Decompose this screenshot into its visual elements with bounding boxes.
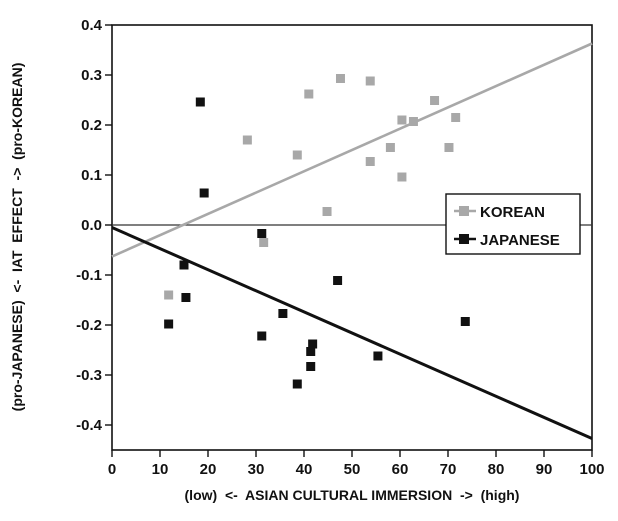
legend-korean-label: KOREAN (480, 204, 545, 221)
korean-data-point (444, 143, 454, 152)
korean-data-point (397, 115, 407, 125)
x-tick-label: 100 (579, 461, 604, 478)
trend-lines (111, 42, 593, 440)
x-tick-label: 40 (296, 461, 313, 478)
japanese-data-point (257, 331, 267, 341)
korean-data-point (408, 117, 418, 126)
x-tick-label: 0 (108, 461, 116, 478)
korean-data-point (365, 76, 375, 86)
x-tick-label: 50 (344, 461, 361, 478)
y-tick-label: -0.3 (76, 367, 102, 384)
x-tick-label: 70 (440, 461, 457, 478)
korean-data-point (242, 135, 252, 145)
x-tick-label: 20 (200, 461, 217, 478)
korean-data-point (164, 290, 174, 300)
korean-data-point (365, 157, 375, 166)
japanese-data-point (306, 347, 316, 356)
legend: KOREAN JAPANESE (445, 193, 581, 255)
y-tick-label: -0.2 (76, 317, 102, 334)
y-tick-label: 0.1 (81, 167, 102, 184)
y-tick-label: 0.4 (81, 17, 103, 34)
japanese-data-point (306, 362, 316, 371)
legend-japanese-marker (459, 234, 469, 244)
y-tick-label: -0.1 (76, 267, 102, 284)
japanese-data-point (292, 379, 302, 389)
korean-data-point (451, 113, 461, 122)
korean-data-point (397, 172, 407, 182)
korean-data-point (259, 238, 269, 247)
japanese-data-point (199, 188, 209, 198)
korean-data-point (385, 143, 395, 152)
y-tick-label: 0.2 (81, 117, 102, 134)
japanese-data-point (164, 319, 174, 329)
x-tick-label: 90 (536, 461, 553, 478)
japanese-data-point (460, 317, 470, 326)
x-axis-ticks: 0 10 20 30 40 50 60 70 80 90 100 (108, 450, 605, 478)
y-tick-label: -0.4 (76, 417, 103, 434)
korean-data-point (335, 74, 345, 83)
x-tick-label: 30 (248, 461, 265, 478)
y-tick-label: 0.3 (81, 67, 102, 84)
legend-japanese-label: JAPANESE (480, 232, 560, 249)
x-tick-label: 60 (392, 461, 409, 478)
legend-korean-marker (459, 206, 469, 216)
korean-data-point (430, 96, 440, 105)
japanese-trend-line (111, 226, 593, 440)
japanese-data-point (195, 97, 205, 107)
japanese-data-point (257, 229, 267, 238)
korean-data-point (304, 89, 314, 99)
korean-data-point (322, 207, 332, 216)
x-tick-label: 80 (488, 461, 505, 478)
japanese-data-point (373, 351, 383, 361)
japanese-data-point (179, 260, 189, 270)
data-points (164, 74, 470, 389)
x-tick-label: 10 (152, 461, 169, 478)
japanese-data-point (181, 293, 191, 302)
japanese-data-point (308, 339, 318, 349)
japanese-data-point (333, 276, 343, 285)
y-tick-label: 0.0 (81, 217, 102, 234)
y-axis-ticks: 0.4 0.3 0.2 0.1 0.0 -0.1 -0.2 -0.3 -0.4 (76, 17, 112, 434)
x-axis-title: (low) <- ASIAN CULTURAL IMMERSION -> (hi… (185, 487, 520, 503)
japanese-data-point (278, 309, 288, 318)
korean-data-point (292, 150, 302, 160)
y-axis-title: (pro-JAPANESE) <- IAT EFFECT -> (pro-KOR… (9, 63, 25, 412)
korean-trend-line (111, 42, 593, 258)
